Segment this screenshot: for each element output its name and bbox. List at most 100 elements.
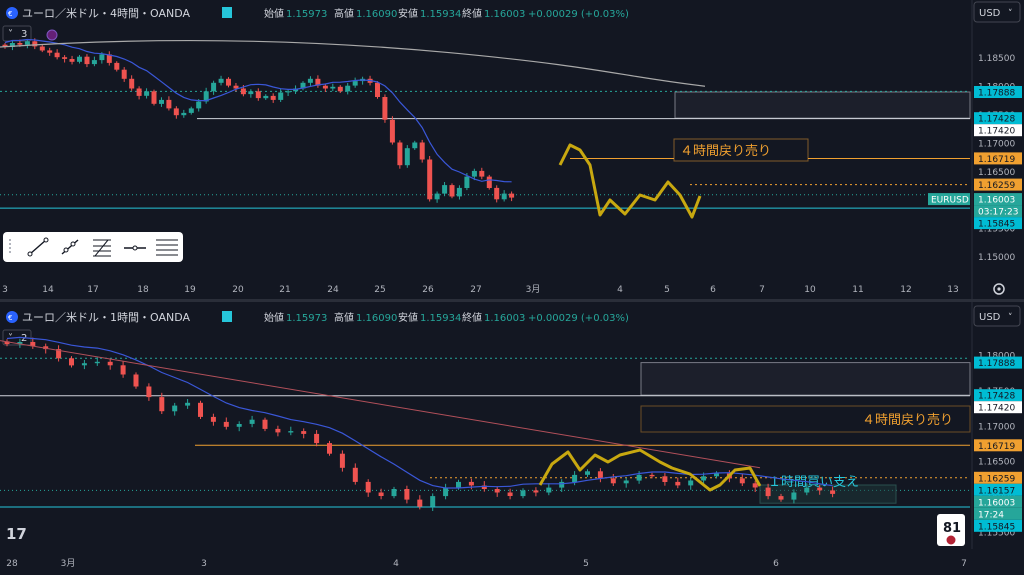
bot-candle-body bbox=[81, 363, 87, 366]
top-bookmark-icon[interactable] bbox=[222, 7, 232, 18]
bottom-currency-selector[interactable] bbox=[973, 305, 1021, 327]
bot-candle-body bbox=[275, 428, 281, 433]
bot-candle-body bbox=[481, 485, 487, 489]
bot-candle-body bbox=[494, 489, 500, 493]
top-price-tag-bg bbox=[974, 152, 1022, 165]
gear-icon-center bbox=[997, 287, 1001, 291]
bot-price-tag: 1.17888 bbox=[978, 359, 1015, 369]
bot-candle-body bbox=[352, 467, 358, 482]
panel-divider[interactable] bbox=[0, 299, 1024, 302]
top-price-tag-bg bbox=[974, 112, 1022, 125]
bottom-bookmark-icon[interactable] bbox=[222, 311, 232, 322]
top-open-label: 始値 bbox=[264, 7, 284, 20]
bot-candle-body bbox=[662, 476, 668, 482]
bot-candle-body bbox=[636, 474, 642, 481]
bot-candle-body bbox=[133, 374, 139, 387]
top-candle-body bbox=[315, 78, 321, 86]
top-close-value: 1.16003 bbox=[484, 9, 525, 20]
top-chevron-icon: ˅ bbox=[8, 28, 13, 40]
top-candle-body bbox=[91, 60, 97, 65]
bot-candle-body bbox=[688, 480, 694, 486]
top-candle-body bbox=[382, 97, 388, 120]
bot-price-tag-bg bbox=[974, 389, 1022, 402]
parallel-channel-icon[interactable] bbox=[156, 239, 178, 256]
top-handdrawn-zigzag bbox=[558, 143, 702, 219]
top-x-tick-label: 12 bbox=[900, 285, 911, 295]
bot-x-tick-label: 28 bbox=[6, 559, 18, 569]
top-candle-body bbox=[77, 56, 82, 62]
bottom-symbol-title[interactable]: ユーロ／米ドル・1時間・OANDA bbox=[22, 311, 190, 324]
top-candle-body bbox=[32, 41, 38, 47]
bot-price-tag-bg bbox=[974, 439, 1022, 452]
top-x-tick-label: 7 bbox=[759, 285, 765, 295]
bot-candle-body bbox=[597, 471, 603, 479]
bottom-low-value: 1.15934 bbox=[420, 313, 461, 324]
bot-candle-body bbox=[675, 481, 681, 486]
bot-candle-body bbox=[30, 342, 36, 347]
top-candle-body bbox=[419, 142, 425, 160]
top-candle-body bbox=[69, 59, 75, 62]
ray-line-icon[interactable] bbox=[61, 239, 79, 255]
top-candle-body bbox=[39, 46, 45, 51]
bot-candle-body bbox=[623, 480, 629, 484]
top-x-tick-label: 24 bbox=[327, 285, 339, 295]
calendar-badge-count: 81 bbox=[943, 521, 961, 536]
top-candle-body bbox=[17, 43, 23, 45]
bot-price-tag-bg bbox=[974, 519, 1022, 532]
top-drawing-anchor bbox=[46, 29, 58, 41]
top-candle-body bbox=[211, 82, 217, 92]
top-indicator-count: 3 bbox=[21, 29, 27, 40]
bot-candle-body bbox=[752, 483, 758, 488]
top-open-value: 1.15973 bbox=[286, 9, 327, 20]
top-candle-body bbox=[248, 91, 254, 95]
top-low-value: 1.15934 bbox=[420, 9, 461, 20]
top-close-label: 終値 bbox=[462, 7, 482, 20]
top-candle-body bbox=[434, 193, 440, 200]
top-price-tag: 1.15845 bbox=[978, 220, 1015, 230]
bottom-flag-glyph: € bbox=[8, 314, 12, 322]
bot-x-tick-label: 5 bbox=[583, 559, 589, 569]
bot-candle-body bbox=[520, 490, 526, 497]
top-panel: € ユーロ／米ドル・4時間・OANDA 始値 1.15973 高値 1.1609… bbox=[0, 0, 1024, 302]
bot-candle-body bbox=[443, 487, 449, 497]
economic-calendar-badge[interactable] bbox=[937, 514, 965, 546]
bot-price-tag: 1.16719 bbox=[978, 442, 1015, 452]
bot-candle-body bbox=[146, 386, 152, 398]
bot-x-tick-label: 4 bbox=[393, 559, 399, 569]
trend-line-icon[interactable] bbox=[27, 237, 49, 257]
top-price-tag: 1.16003 bbox=[978, 196, 1015, 206]
top-currency-label: USD bbox=[979, 8, 1001, 19]
bot-ma-blue-line bbox=[6, 336, 833, 489]
bot-candle-body bbox=[739, 478, 745, 484]
top-x-tick-label: 11 bbox=[852, 285, 863, 295]
bottom-change-value: +0.00029 (+0.03%) bbox=[528, 313, 629, 324]
top-candle-body bbox=[226, 78, 231, 86]
top-candle-body bbox=[188, 108, 194, 113]
horizontal-line-icon[interactable] bbox=[124, 245, 146, 251]
top-sell-note: ４時間戻り売り bbox=[680, 143, 771, 159]
bottom-indicator-count: 2 bbox=[21, 333, 27, 344]
bot-candle-body bbox=[559, 481, 565, 488]
top-x-tick-label: 3月 bbox=[526, 284, 541, 295]
top-change-value: +0.00029 (+0.03%) bbox=[528, 9, 629, 20]
top-candle-body bbox=[412, 142, 418, 149]
top-candle-body bbox=[2, 44, 8, 47]
top-sell-note-box bbox=[673, 138, 809, 162]
top-candle-body bbox=[427, 159, 433, 200]
bot-sell-note-box bbox=[640, 405, 971, 433]
gear-icon[interactable] bbox=[993, 283, 1005, 295]
bottom-close-label: 終値 bbox=[462, 311, 482, 324]
top-candle-body bbox=[404, 148, 410, 166]
bot-plot: 1.180001.175001.170001.165001.160001.155… bbox=[0, 336, 1022, 569]
top-candle-body bbox=[307, 78, 313, 83]
top-candle-body bbox=[501, 193, 507, 200]
top-x-tick-label: 6 bbox=[710, 285, 716, 295]
top-x-tick-label: 13 bbox=[947, 285, 958, 295]
top-currency-selector[interactable] bbox=[973, 1, 1021, 23]
top-candle-body bbox=[106, 54, 112, 63]
top-symbol-title[interactable]: ユーロ／米ドル・4時間・OANDA bbox=[22, 7, 190, 20]
tradingview-logo[interactable]: 17 bbox=[6, 525, 27, 543]
bot-x-tick-label: 7 bbox=[961, 559, 967, 569]
fib-retracement-icon[interactable] bbox=[93, 239, 111, 257]
